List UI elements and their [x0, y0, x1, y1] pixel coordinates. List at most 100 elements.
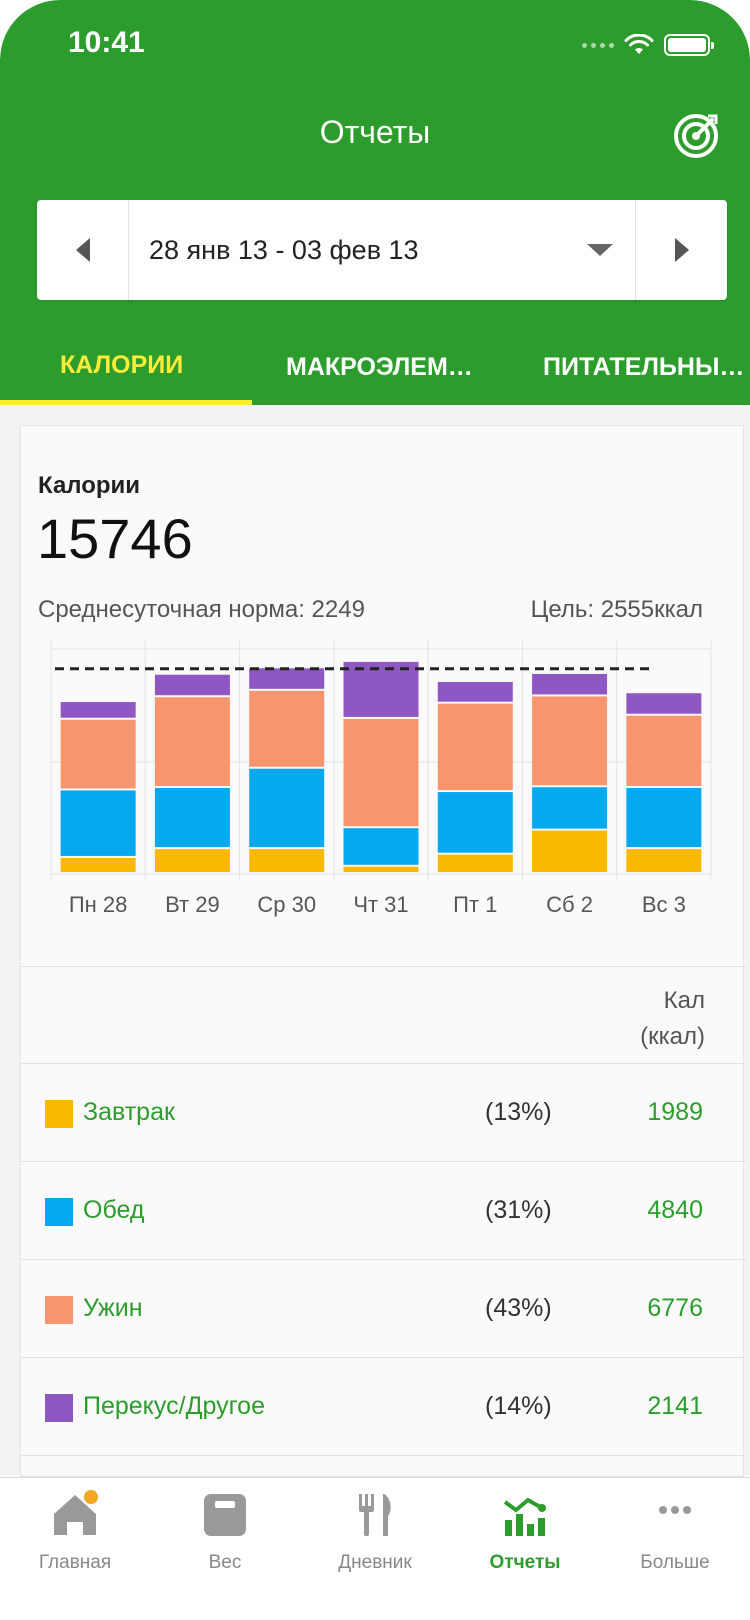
chart-bar-segment	[532, 696, 608, 786]
calories-card: Калории 15746 Среднесуточная норма: 2249…	[20, 425, 745, 1477]
chart-bar-segment	[249, 768, 325, 848]
chart-bar-segment	[343, 661, 419, 717]
app-header: 10:41 Отчеты 28 янв 13 - 03 фев 13	[0, 0, 750, 405]
home-icon	[54, 1495, 96, 1535]
calories-column-title: Кал	[663, 987, 705, 1014]
chart-bar-segment	[154, 674, 230, 696]
chart-bar-segment	[343, 866, 419, 872]
dinner-color-swatch	[45, 1296, 73, 1324]
calories-column-header: Кал (ккал)	[640, 983, 705, 1055]
battery-icon	[664, 34, 714, 56]
date-range-dropdown[interactable]: 28 янв 13 - 03 фев 13	[129, 200, 635, 300]
date-range-label: 28 янв 13 - 03 фев 13	[149, 234, 419, 265]
meal-percent: (43%)	[485, 1294, 552, 1322]
tab-calories[interactable]: КАЛОРИИ	[0, 330, 252, 405]
chart-x-tick-label: Вт 29	[165, 892, 220, 917]
report-tabs: КАЛОРИИ МАКРОЭЛЕМ… ПИТАТЕЛЬНЫ…	[0, 330, 750, 405]
meal-name: Ужин	[83, 1294, 143, 1322]
tabbar-home[interactable]: Главная	[0, 1478, 150, 1620]
status-icons	[582, 34, 714, 56]
chart-bar-segment	[437, 703, 513, 791]
chevron-right-icon	[674, 238, 689, 262]
page-title: Отчеты	[319, 114, 431, 150]
chart-bar-segment	[437, 681, 513, 702]
lunch-color-swatch	[45, 1198, 73, 1226]
chart-bar-segment	[60, 702, 136, 718]
date-range-picker: 28 янв 13 - 03 фев 13	[37, 200, 727, 300]
table-header: Кал (ккал)	[21, 966, 745, 1064]
snacks-color-swatch	[45, 1394, 73, 1422]
calorie-goal: Цель: 2555ккал	[530, 596, 703, 623]
previous-week-button[interactable]	[37, 200, 129, 300]
chart-x-tick-label: Ср 30	[257, 892, 316, 917]
card-title: Калории	[38, 472, 141, 499]
chart-bar-segment	[626, 715, 702, 787]
chart-bar-segment	[154, 788, 230, 848]
tab-macronutrients[interactable]: МАКРОЭЛЕМ…	[286, 353, 473, 381]
meal-calories: 6776	[647, 1294, 703, 1322]
chart-bar-segment	[343, 828, 419, 865]
calories-column-unit: (ккал)	[640, 1023, 705, 1050]
meal-calories: 4840	[647, 1196, 703, 1224]
calories-chart: Пн 28 Вт 29 Ср 30 Чт 31 Пт 1 Сб 2 Вс 3	[50, 641, 712, 917]
reports-icon	[503, 1497, 546, 1536]
chart-bar-segment	[154, 849, 230, 872]
tabbar-label: Вес	[208, 1552, 242, 1573]
chart-bar-segment	[60, 790, 136, 856]
chevron-down-icon	[587, 244, 613, 256]
signal-icon	[582, 42, 614, 48]
meal-calories: 1989	[647, 1098, 703, 1126]
tab-nutrients[interactable]: ПИТАТЕЛЬНЫ…	[543, 353, 745, 381]
breakfast-color-swatch	[45, 1100, 73, 1128]
meal-row-lunch[interactable]: Обед (31%) 4840	[21, 1162, 745, 1260]
chart-x-tick-label: Пн 28	[69, 892, 128, 917]
scale-icon	[204, 1494, 246, 1536]
chart-bar-segment	[154, 697, 230, 787]
meal-row-dinner[interactable]: Ужин (43%) 6776	[21, 1260, 745, 1358]
meal-percent: (31%)	[485, 1196, 552, 1224]
bottom-tab-bar: Главная Вес Дневник	[0, 1477, 750, 1620]
chart-x-tick-label: Вс 3	[642, 892, 686, 917]
meal-calories: 2141	[647, 1392, 703, 1420]
chart-bar-segment	[437, 792, 513, 853]
total-calories: 15746	[37, 507, 193, 570]
notification-badge	[84, 1490, 98, 1504]
chart-bar-segment	[626, 693, 702, 714]
chart-bar-segment	[343, 718, 419, 827]
chart-bar-segment	[532, 673, 608, 695]
chevron-left-icon	[75, 238, 90, 262]
chart-x-tick-label: Чт 31	[353, 892, 408, 917]
chart-x-tick-label: Пт 1	[453, 892, 497, 917]
tabbar-weight[interactable]: Вес	[150, 1478, 300, 1620]
chart-bar-segment	[60, 719, 136, 789]
chart-bar-segment	[60, 857, 136, 872]
chart-bar-segment	[626, 788, 702, 848]
meal-row-snacks[interactable]: Перекус/Другое (14%) 2141	[21, 1358, 745, 1456]
tabbar-label: Больше	[640, 1552, 710, 1573]
status-time: 10:41	[68, 26, 145, 59]
tabbar-label: Дневник	[338, 1552, 412, 1573]
chart-bar-segment	[532, 830, 608, 872]
target-icon[interactable]	[672, 112, 720, 160]
tabbar-diary[interactable]: Дневник	[300, 1478, 450, 1620]
chart-bar-segment	[626, 849, 702, 872]
fork-knife-icon	[359, 1494, 391, 1536]
chart-bar-segment	[532, 787, 608, 829]
meal-percent: (14%)	[485, 1392, 552, 1420]
meal-name: Обед	[83, 1196, 145, 1224]
more-icon	[659, 1506, 691, 1514]
chart-bar-segment	[437, 854, 513, 872]
tabbar-label: Главная	[38, 1552, 112, 1573]
chart-bar-segment	[249, 690, 325, 767]
meal-percent: (13%)	[485, 1098, 552, 1126]
meal-name: Завтрак	[83, 1098, 175, 1126]
meal-row-breakfast[interactable]: Завтрак (13%) 1989	[21, 1064, 745, 1162]
wifi-icon	[624, 34, 654, 54]
tabbar-more[interactable]: Больше	[600, 1478, 750, 1620]
next-week-button[interactable]	[635, 200, 727, 300]
chart-bar-segment	[249, 849, 325, 872]
chart-x-tick-label: Сб 2	[546, 892, 593, 917]
tabbar-reports[interactable]: Отчеты	[450, 1478, 600, 1620]
tabbar-label: Отчеты	[489, 1552, 561, 1573]
